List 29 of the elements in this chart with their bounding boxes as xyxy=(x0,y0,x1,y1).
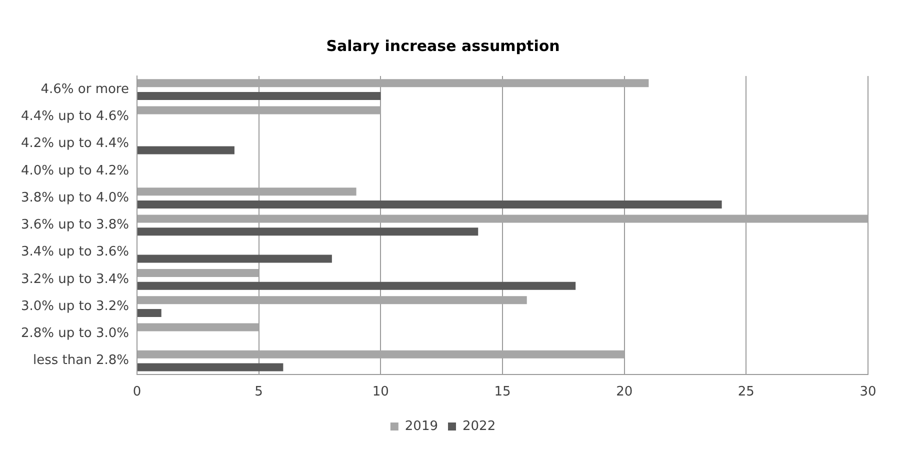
y-tick-label: 3.2% up to 3.4% xyxy=(20,272,129,287)
bar xyxy=(137,254,332,263)
bar xyxy=(137,228,478,236)
x-tick-label: 30 xyxy=(860,384,876,400)
bar xyxy=(137,309,162,318)
y-tick-label: 3.4% up to 3.6% xyxy=(20,244,129,260)
y-tick-label: 4.2% up to 4.4% xyxy=(20,136,129,152)
x-tick-label: 5 xyxy=(254,384,263,400)
bar xyxy=(137,363,284,372)
y-tick-label: 2.8% up to 3.0% xyxy=(20,326,129,342)
bar xyxy=(137,282,576,290)
chart-title: Salary increase assumption xyxy=(326,36,560,55)
x-tick-label: 25 xyxy=(738,384,754,400)
x-tick-label: 15 xyxy=(494,384,511,400)
x-tick-label: 0 xyxy=(132,384,142,400)
bar xyxy=(137,146,234,154)
legend-label: 2019 xyxy=(404,418,438,434)
y-tick-label: less than 2.8% xyxy=(32,353,129,368)
legend-label: 2022 xyxy=(462,418,496,434)
x-tick-label: 10 xyxy=(372,384,389,400)
y-tick-label: 4.6% or more xyxy=(40,82,129,97)
x-tick-label: 20 xyxy=(616,384,633,400)
y-tick-label: 4.0% up to 4.2% xyxy=(20,163,129,178)
y-tick-label: 3.6% up to 3.8% xyxy=(20,218,129,233)
y-tick-label: 4.4% up to 4.6% xyxy=(20,109,129,124)
bar xyxy=(137,200,722,209)
bar xyxy=(137,92,381,100)
y-tick-label: 3.8% up to 4.0% xyxy=(20,190,129,206)
y-tick-label: 3.0% up to 3.2% xyxy=(20,298,129,314)
